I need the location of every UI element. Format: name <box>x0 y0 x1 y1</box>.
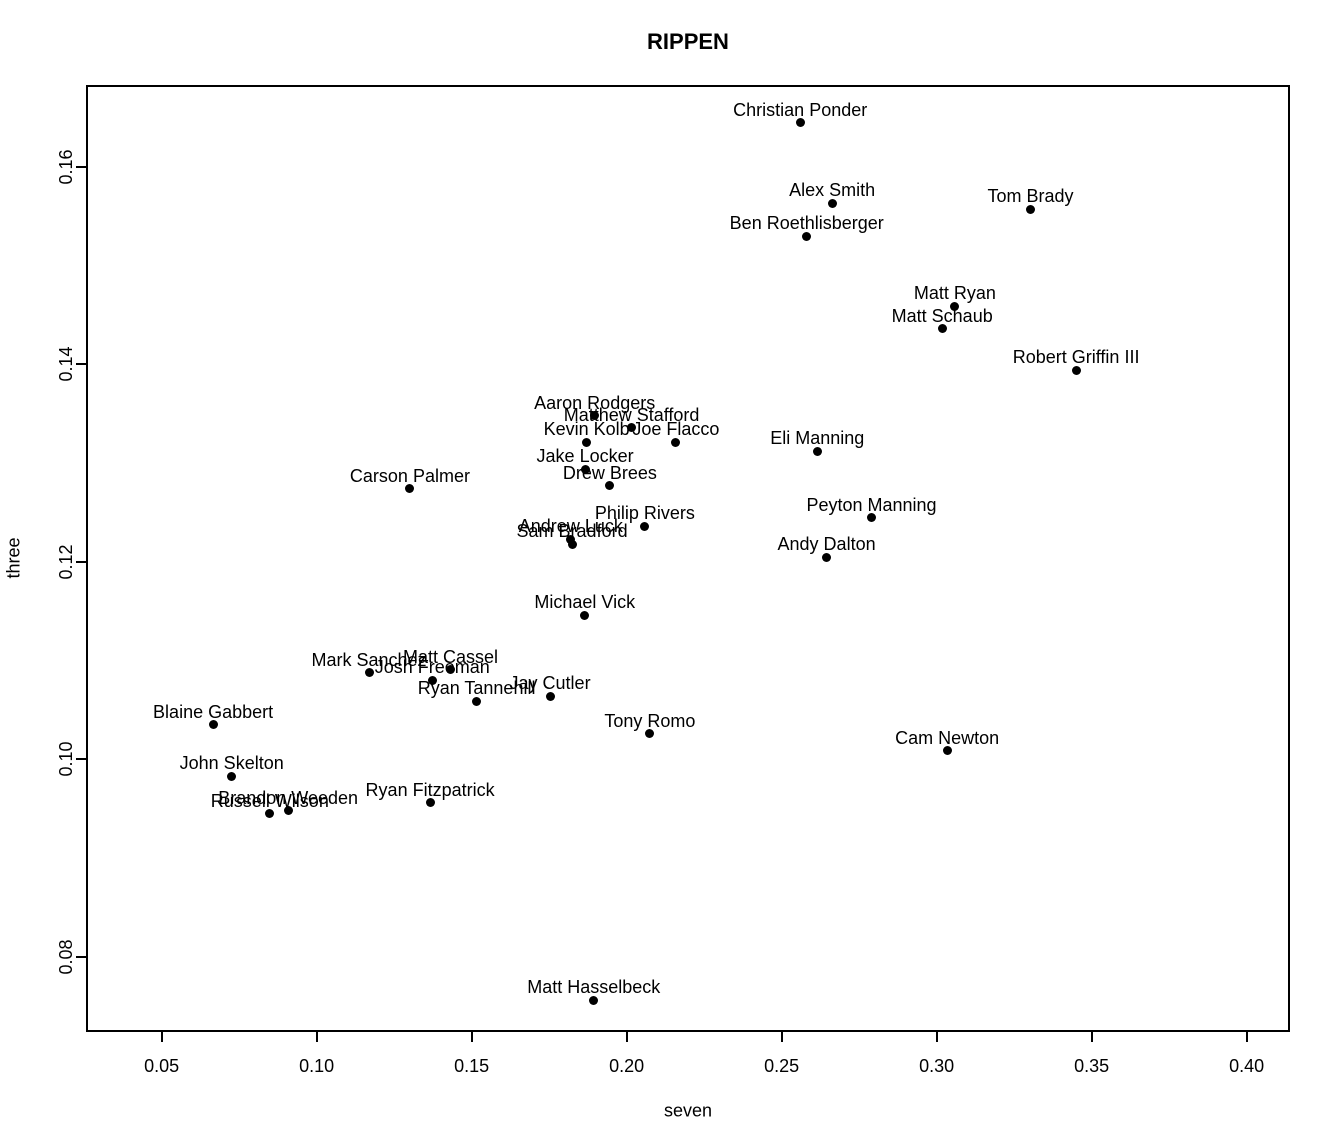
y-tick <box>76 560 86 563</box>
y-tick <box>76 165 86 168</box>
x-tick-label: 0.15 <box>454 1056 490 1076</box>
point-label: Peyton Manning <box>806 494 937 515</box>
point-label: Ryan Tannehill <box>417 678 536 699</box>
y-tick-label: 0.14 <box>56 346 76 382</box>
data-point <box>812 446 822 456</box>
point-label: Josh Freeman <box>374 657 490 678</box>
data-point <box>364 668 374 678</box>
point-label: Ben Roethlisberger <box>729 213 884 234</box>
point-label: Michael Vick <box>534 592 636 613</box>
x-tick <box>470 1032 473 1042</box>
data-point <box>472 696 482 706</box>
y-tick <box>76 758 86 761</box>
point-label: Jay Cutler <box>509 673 591 694</box>
point-label: Philip Rivers <box>594 503 695 524</box>
data-point <box>208 720 218 730</box>
data-point <box>605 481 615 491</box>
y-axis-label: three <box>3 537 24 579</box>
x-tick-label: 0.10 <box>299 1056 335 1076</box>
data-point <box>1026 204 1036 214</box>
point-label: Andy Dalton <box>777 534 876 555</box>
data-point <box>580 610 590 620</box>
data-point <box>589 995 599 1005</box>
x-tick-label: 0.20 <box>609 1056 645 1076</box>
y-tick-label: 0.08 <box>56 939 76 975</box>
data-point <box>227 771 237 781</box>
point-label: Eli Manning <box>770 428 865 449</box>
x-tick-label: 0.25 <box>764 1056 800 1076</box>
point-label: Kevin Kolb <box>543 419 630 440</box>
point-label: Carson Palmer <box>349 465 470 486</box>
data-point <box>827 198 837 208</box>
point-label: John Skelton <box>179 753 284 774</box>
data-point <box>645 729 655 739</box>
point-label: Matt Hasselbeck <box>527 977 661 998</box>
data-point <box>566 534 576 544</box>
point-label: Russell Wilson <box>210 790 329 811</box>
data-point <box>640 521 650 531</box>
data-point <box>425 798 435 808</box>
point-label: Tony Romo <box>604 710 696 731</box>
point-label: Drew Brees <box>562 462 657 483</box>
point-label: Jake Locker <box>536 446 634 467</box>
data-point <box>265 809 275 819</box>
point-label: Robert Griffin III <box>1012 347 1140 368</box>
y-tick <box>76 955 86 958</box>
point-label: Cam Newton <box>895 727 1000 748</box>
point-label: Brandon Weeden <box>218 787 358 808</box>
x-tick-label: 0.05 <box>144 1056 180 1076</box>
x-tick <box>160 1032 163 1042</box>
x-tick-label: 0.35 <box>1074 1056 1110 1076</box>
data-point <box>802 231 812 241</box>
point-label: Sam Bradford <box>516 521 628 542</box>
chart-title: RIPPEN <box>647 29 729 54</box>
x-axis-label: seven <box>663 1100 713 1121</box>
x-tick <box>780 1032 783 1042</box>
data-point <box>567 539 577 549</box>
data-point <box>283 806 293 816</box>
data-point <box>446 665 456 675</box>
data-point <box>950 301 960 311</box>
point-label: Aaron Rodgers <box>534 392 656 413</box>
data-point <box>795 118 805 128</box>
y-tick-label: 0.16 <box>56 149 76 185</box>
data-point <box>590 411 600 421</box>
data-point <box>582 437 592 447</box>
x-tick <box>625 1032 628 1042</box>
x-tick <box>315 1032 318 1042</box>
data-point <box>671 437 681 447</box>
point-label: Andrew Luck <box>518 516 623 537</box>
y-tick-label: 0.10 <box>56 741 76 777</box>
data-point <box>545 691 555 701</box>
x-tick <box>1245 1032 1248 1042</box>
point-label: Alex Smith <box>789 180 876 201</box>
data-point <box>942 746 952 756</box>
point-label: Matt Cassel <box>403 646 499 667</box>
y-tick <box>76 363 86 366</box>
x-tick-label: 0.40 <box>1229 1056 1265 1076</box>
point-label: Tom Brady <box>987 186 1074 207</box>
point-label: Blaine Gabbert <box>153 701 274 722</box>
point-label: Christian Ponder <box>733 99 868 120</box>
point-label: Joe Flacco <box>632 419 720 440</box>
y-tick-label: 0.12 <box>56 544 76 580</box>
data-point <box>427 675 437 685</box>
data-point <box>580 464 590 474</box>
x-tick-label: 0.30 <box>919 1056 955 1076</box>
data-point <box>627 423 637 433</box>
data-point <box>1071 365 1081 375</box>
data-point <box>867 513 876 523</box>
point-label: Matt Schaub <box>891 305 993 326</box>
point-label: Matt Ryan <box>913 283 996 304</box>
point-label: Mark Sanchez <box>311 649 427 670</box>
data-point <box>822 552 832 562</box>
data-point <box>405 484 415 494</box>
point-label: Ryan Fitzpatrick <box>365 779 495 800</box>
x-tick <box>935 1032 938 1042</box>
data-point <box>937 324 947 334</box>
x-tick <box>1090 1032 1093 1042</box>
point-label: Matthew Stafford <box>563 404 700 425</box>
plot-area <box>86 85 1290 1032</box>
